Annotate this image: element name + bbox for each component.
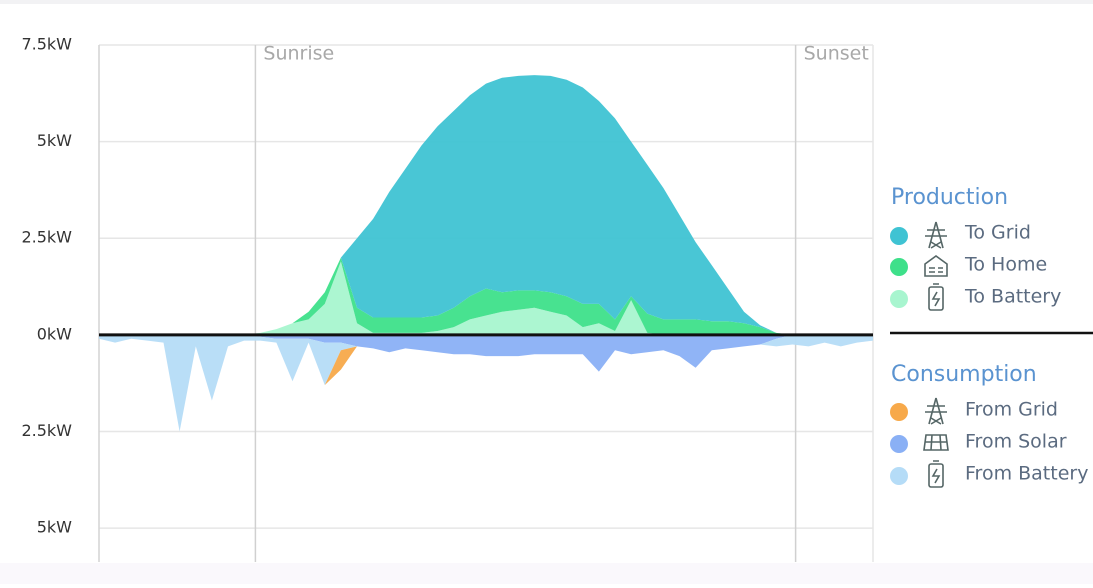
- area: [99, 334, 873, 372]
- legend: Production To Grid To Home To Battery Co…: [890, 185, 1093, 488]
- legend-swatch: [890, 403, 908, 421]
- legend-title: Consumption: [891, 362, 1037, 387]
- y-tick-label: 7.5kW: [21, 35, 72, 54]
- annotation-label: Sunrise: [263, 43, 334, 65]
- area: [99, 334, 873, 432]
- legend-item[interactable]: From Grid: [890, 397, 1058, 425]
- legend-item[interactable]: From Battery: [890, 460, 1088, 488]
- legend-item[interactable]: To Battery: [890, 283, 1061, 311]
- solar-icon: [923, 434, 949, 451]
- bottom-band: [0, 563, 1093, 584]
- grid-icon: [925, 221, 947, 249]
- legend-item[interactable]: To Grid: [890, 222, 1031, 249]
- home-icon: [924, 255, 948, 277]
- legend-swatch: [890, 467, 908, 485]
- y-tick-label: 0kW: [37, 324, 72, 343]
- legend-label: From Battery: [965, 463, 1088, 485]
- battery-icon: [928, 460, 944, 488]
- legend-label: To Home: [964, 254, 1047, 276]
- legend-label: To Battery: [964, 286, 1061, 308]
- area: [99, 257, 873, 335]
- grid-icon: [925, 397, 947, 425]
- legend-label: From Grid: [965, 399, 1058, 421]
- y-tick-label: 2.5kW: [21, 421, 72, 440]
- legend-swatch: [890, 290, 908, 308]
- plot-areas: [99, 75, 873, 432]
- area: [99, 261, 873, 335]
- legend-item[interactable]: From Solar: [890, 431, 1067, 454]
- legend-title: Production: [891, 185, 1008, 210]
- legend-label: To Grid: [964, 222, 1031, 244]
- legend-swatch: [890, 258, 908, 276]
- y-tick-label: 2.5kW: [21, 228, 72, 247]
- y-tick-label: 5kW: [37, 518, 72, 537]
- legend-label: From Solar: [965, 431, 1067, 453]
- top-band: [0, 0, 1093, 4]
- battery-icon: [928, 283, 944, 311]
- y-tick-label: 5kW: [37, 131, 72, 150]
- legend-item[interactable]: To Home: [890, 254, 1047, 277]
- legend-swatch: [890, 435, 908, 453]
- area: [99, 75, 873, 335]
- annotation-label: Sunset: [804, 43, 869, 65]
- legend-swatch: [890, 227, 908, 245]
